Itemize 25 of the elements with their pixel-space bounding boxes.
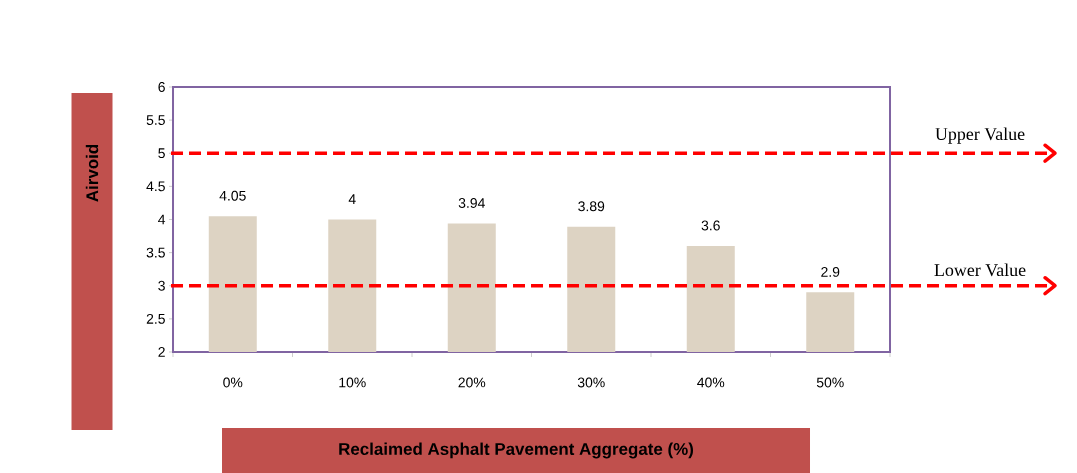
y-tick-label: 4.5	[146, 181, 165, 192]
y-tick-label: 3	[158, 280, 165, 291]
y-tick-label: 5.5	[146, 115, 165, 125]
ref-line-label: Upper Value	[935, 127, 1025, 144]
data-label: 2.9	[821, 266, 840, 277]
x-tick-label: 40%	[697, 377, 725, 388]
y-tick-label: 3.5	[146, 247, 165, 258]
data-label: 3.6	[701, 220, 720, 231]
x-tick-label: 10%	[339, 377, 366, 388]
ref-line-label: Lower Value	[934, 263, 1026, 277]
x-tick-label: 50%	[816, 377, 844, 388]
y-tick-label: 4	[158, 214, 166, 225]
y-tick-label: 2	[158, 347, 165, 357]
data-label: 3.94	[458, 198, 485, 208]
y-tick-label: 6	[158, 82, 165, 92]
data-label: 4	[348, 194, 356, 204]
data-label: 4.05	[219, 190, 246, 201]
y-tick-label: 2.5	[146, 313, 165, 324]
x-tick-label: 30%	[577, 377, 605, 388]
data-label: 3.89	[578, 201, 605, 212]
x-tick-label: 20%	[458, 377, 486, 388]
x-tick-label: 0%	[223, 377, 243, 388]
x-axis-title: Reclaimed Asphalt Pavement Aggregate (%)	[339, 442, 694, 459]
y-axis-title: Airvoid	[85, 144, 99, 202]
y-tick-label: 5	[158, 148, 165, 159]
